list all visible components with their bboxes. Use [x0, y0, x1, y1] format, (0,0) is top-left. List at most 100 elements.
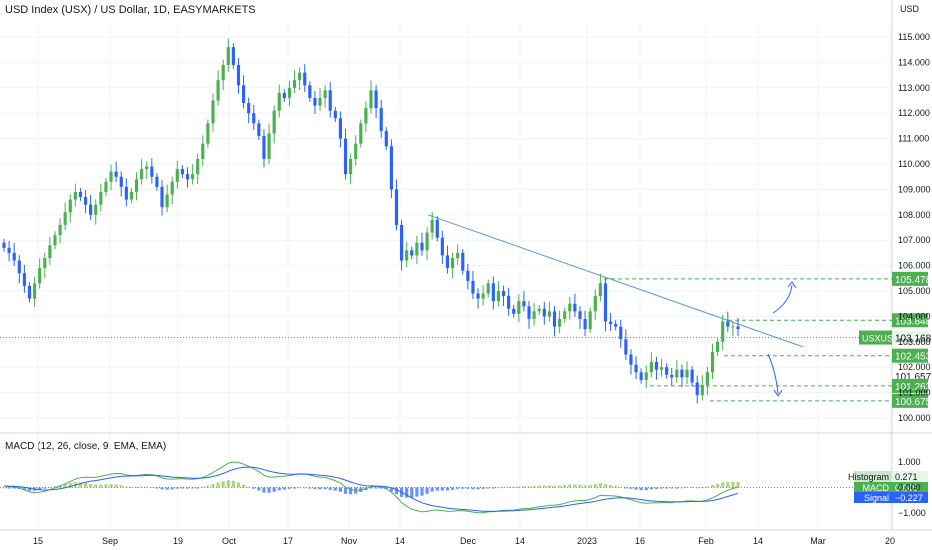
candle	[614, 320, 618, 331]
candle	[267, 123, 271, 165]
candle-body	[588, 311, 592, 330]
candle	[140, 159, 144, 185]
candle	[43, 252, 47, 279]
macd-hist-bar	[598, 483, 602, 488]
candle	[394, 179, 399, 231]
price-tick-label: 108.000	[898, 210, 931, 220]
time-tick-label: Sep	[102, 536, 118, 546]
macd-legend-name-bg-0	[854, 471, 892, 482]
candle-body	[349, 158, 353, 175]
macd-hist-bar	[608, 485, 613, 488]
candle-body	[185, 174, 190, 180]
candle	[670, 367, 674, 386]
macd-hist-bar	[196, 487, 200, 489]
candle	[165, 184, 169, 213]
candle	[201, 135, 205, 166]
candle	[435, 216, 439, 242]
candle	[415, 235, 419, 264]
candle-body	[705, 372, 709, 385]
candle	[405, 241, 409, 268]
macd-pane: Histogram 0.271 MACD 0.045 Signal −0.227	[0, 461, 928, 514]
candle	[710, 343, 715, 380]
candle-body	[466, 270, 470, 281]
candle-body	[522, 301, 526, 307]
macd-hist-bar	[501, 486, 506, 488]
candle-body	[129, 191, 134, 200]
candle-body	[272, 110, 276, 134]
macd-hist-bar	[191, 487, 195, 489]
macd-hist-bar	[140, 486, 144, 488]
candle-body	[83, 197, 88, 205]
candle	[333, 106, 337, 123]
macd-hist-bar	[700, 487, 704, 489]
candle-body	[649, 362, 653, 373]
macd-hist-bar	[629, 487, 633, 489]
candle-body	[435, 219, 439, 238]
macd-tick-label: −1.000	[898, 508, 926, 518]
candle-body	[374, 90, 378, 109]
candle	[716, 337, 720, 356]
candle-body	[721, 321, 725, 342]
time-tick-label: 2023	[577, 536, 597, 546]
candle	[563, 307, 567, 323]
macd-hist-bar	[435, 487, 439, 491]
candle-body	[282, 92, 286, 98]
candle	[221, 59, 225, 91]
candle	[680, 364, 684, 388]
candle	[48, 236, 52, 265]
candle-body	[624, 339, 628, 355]
price-tick-label: 112.000	[898, 108, 930, 118]
candle	[456, 244, 460, 265]
candle	[629, 349, 633, 375]
macd-hist-bar	[583, 485, 587, 488]
candle-body	[226, 47, 230, 65]
candle	[318, 88, 322, 111]
macd-line	[3, 461, 739, 514]
macd-hist-bar	[705, 486, 709, 488]
candle-body	[150, 166, 154, 177]
candle-body	[654, 362, 659, 370]
macd-hist-bar	[252, 487, 256, 489]
candle-body	[537, 308, 541, 312]
macd-hist-bar	[410, 487, 414, 498]
candle-body	[496, 291, 501, 302]
macd-hist-bar	[542, 485, 546, 488]
candle	[231, 43, 235, 69]
macd-hist-bar	[150, 487, 154, 489]
candle	[252, 104, 256, 131]
candle	[537, 304, 541, 316]
macd-hist-bar	[389, 487, 393, 492]
candle	[282, 89, 286, 102]
candle	[608, 313, 613, 331]
macd-hist-bar	[486, 487, 490, 489]
down-arrow-head	[773, 389, 783, 397]
candle-body	[634, 364, 638, 373]
candle	[486, 279, 490, 298]
macd-hist-bar	[211, 483, 215, 488]
macd-hist-bar	[134, 487, 139, 489]
candle	[33, 276, 37, 308]
candle	[89, 194, 93, 221]
candle	[598, 273, 602, 302]
macd-hist-bar	[277, 487, 281, 491]
candle-body	[22, 273, 26, 286]
time-tick-label: 16	[635, 536, 645, 546]
candle-body	[257, 123, 261, 137]
time-tick-label: Dec	[460, 536, 477, 546]
candle-body	[231, 47, 235, 65]
macd-hist-bar	[53, 486, 57, 488]
macd-legend-name-bg-1	[854, 482, 892, 493]
macd-hist-bar	[614, 485, 618, 488]
candle-body	[247, 103, 251, 114]
candle-body	[43, 257, 47, 269]
macd-hist-bar	[170, 487, 174, 490]
macd-hist-bar	[374, 487, 378, 489]
candle	[700, 375, 704, 401]
candle-body	[211, 100, 215, 124]
macd-hist-bar	[726, 481, 730, 488]
symbol-label: USXUSD	[862, 334, 900, 344]
candle-body	[659, 367, 664, 370]
candle-body	[384, 130, 388, 147]
